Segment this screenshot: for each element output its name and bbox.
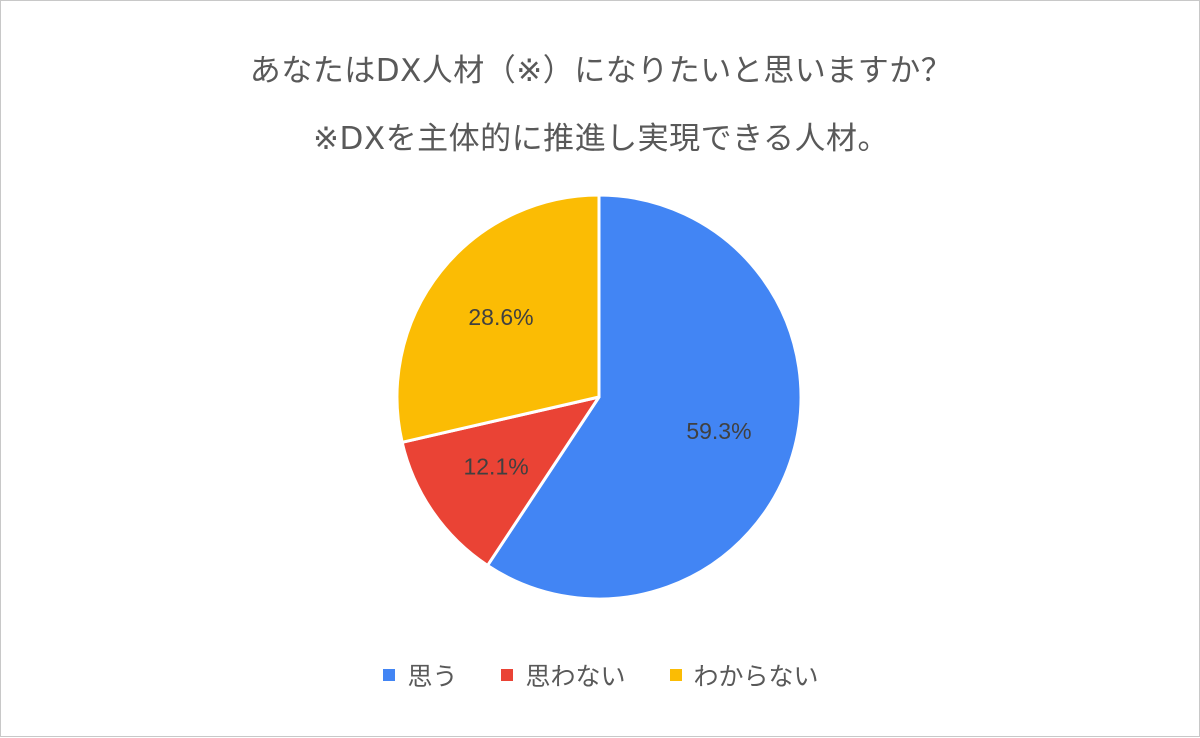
pie-slice-omou [486,193,803,601]
data-label-omou: 59.3% [686,418,751,444]
chart-title: あなたはDX人材（※）になりたいと思いますか？ [249,53,953,89]
pie-slice-omowanai [400,395,601,567]
data-label-wakaranai: 28.6% [468,304,533,330]
legend-item-omou: 思う [383,657,457,693]
legend: 思う 思わない わからない [1,657,1200,693]
legend-item-omowanai: 思わない [501,657,626,693]
legend-swatch-omowanai [501,669,514,681]
data-label-omowanai: 12.1% [463,453,528,479]
chart-subtitle: ※DXを主体的に推進し実現できる人材。 [313,121,889,157]
legend-label-omou: 思う [407,662,458,691]
pie-slice-wakaranai [395,193,601,444]
legend-item-wakaranai: わからない [669,657,819,693]
legend-label-wakaranai: わからない [693,662,819,691]
legend-label-omowanai: 思わない [525,662,626,691]
legend-swatch-omou [383,669,396,681]
legend-swatch-wakaranai [669,669,682,681]
